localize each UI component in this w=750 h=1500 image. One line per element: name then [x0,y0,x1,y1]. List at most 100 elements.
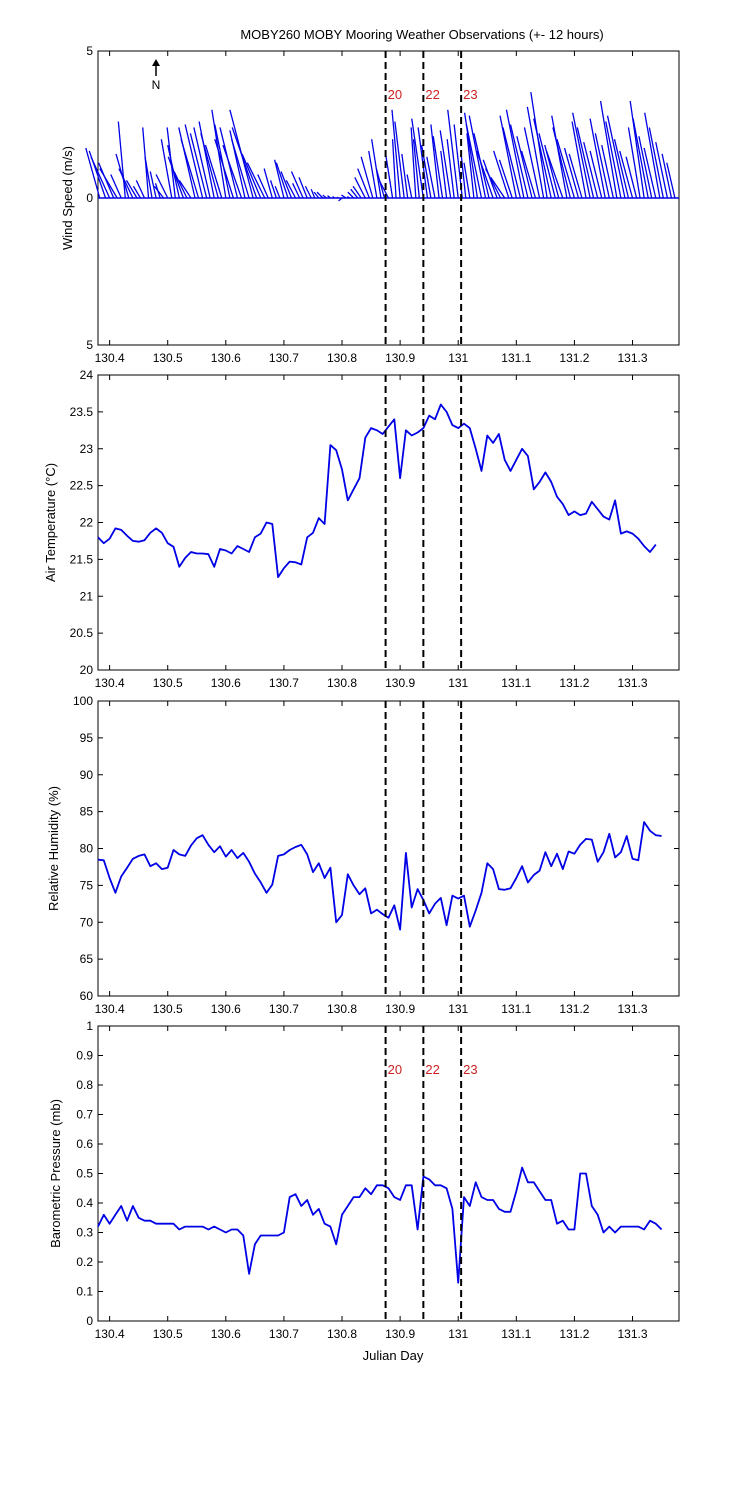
wind-stick [410,127,417,199]
y-tick-label: 5 [86,338,93,352]
wind-stick [231,127,258,199]
wind-stick [167,156,185,199]
wind-stick [118,168,134,199]
wind-stick [447,109,459,199]
event-marker-label: 20 [388,87,402,102]
wind-stick [505,109,525,199]
wind-stick [338,197,343,202]
event-marker-label: 22 [425,87,439,102]
x-tick-label: 130.8 [327,1002,357,1016]
y-axis-label: Barometric Pressure (mb) [48,1099,63,1248]
y-tick-label: 100 [73,694,93,708]
wind-stick [257,174,269,199]
wind-stick [155,174,169,199]
wind-stick [336,196,339,199]
wind-stick [440,150,448,199]
x-tick-label: 131.2 [559,1002,589,1016]
wind-stick [184,124,204,199]
wind-stick [189,133,208,199]
x-tick-label: 130.5 [153,351,183,365]
wind-stick [552,127,571,199]
event-marker-label: 23 [463,87,477,102]
wind-stick [231,139,250,199]
x-tick-label: 130.6 [211,1002,241,1016]
y-tick-label: 80 [80,842,94,856]
x-tick-label: 130.7 [269,351,299,365]
wind-stick [391,139,397,199]
y-tick-label: 0 [86,191,93,205]
wind-stick [502,127,522,199]
wind-stick [316,191,324,199]
y-tick-label: 0.3 [76,1226,93,1240]
y-tick-label: 23 [80,442,94,456]
wind-stick [322,194,327,199]
x-tick-label: 131 [448,1327,468,1341]
y-tick-label: 20 [80,663,94,677]
x-axis-label: Julian Day [363,1348,424,1363]
wind-stick [432,136,444,199]
x-tick-label: 130.8 [327,676,357,690]
x-tick-label: 131.3 [618,1327,648,1341]
x-tick-label: 131.1 [501,351,531,365]
north-arrowhead-icon [152,59,160,66]
x-tick-label: 130.6 [211,351,241,365]
wind-stick [627,127,641,199]
wind-stick [352,185,362,199]
data-series-line [97,1166,663,1284]
data-series-line [97,403,657,578]
wind-stick [222,144,243,199]
wind-stick [357,168,370,199]
wind-stick [85,147,101,199]
wind-stick [605,121,622,199]
wind-stick [274,186,281,199]
panel-barometric-pressure: Barometric Pressure (mb) 130.4 130.5 130.6 1… [48,1019,680,1341]
wind-stick [173,171,188,199]
y-tick-label: 65 [80,952,94,966]
wind-stick [263,168,273,199]
wind-stick [498,159,513,199]
wind-stick [563,147,580,199]
wind-stick [346,195,350,199]
y-tick-label: 0.1 [76,1285,93,1299]
wind-stick [406,174,413,199]
y-axis-label: Relative Humidity (%) [46,786,61,911]
wind-stick [484,168,502,199]
y-tick-label: 24 [80,368,94,382]
wind-stick [304,185,312,199]
x-tick-label: 131.1 [501,1327,531,1341]
wind-stick [269,180,277,199]
wind-stick [619,150,634,199]
x-tick-label: 131 [448,1002,468,1016]
wind-stick [135,180,146,199]
wind-stick [426,156,436,199]
y-tick-label: 0.4 [76,1196,93,1210]
x-tick-label: 131.1 [501,676,531,690]
x-tick-label: 130.8 [327,1327,357,1341]
event-marker-label: 23 [463,1062,477,1077]
wind-stick [180,139,200,199]
x-tick-label: 131.3 [618,1002,648,1016]
wind-stick [466,133,475,199]
wind-stick [350,188,359,199]
wind-stick [661,153,673,199]
wind-stick [493,150,510,199]
y-tick-label: 21 [80,589,94,603]
wind-stick [290,171,304,199]
wind-stick [571,121,587,199]
wind-stick [599,100,618,199]
wind-stick [394,121,405,199]
wind-stick [354,177,366,199]
wind-stick [499,115,517,199]
wind-stick [178,180,192,199]
wind-stick [341,194,347,199]
x-tick-label: 131.3 [618,676,648,690]
x-tick-label: 131.1 [501,1002,531,1016]
x-tick-label: 131 [448,676,468,690]
y-tick-label: 22.5 [70,479,94,493]
wind-stick [144,156,153,199]
wind-stick [551,115,568,199]
wind-stick [292,183,301,199]
wind-stick [632,118,649,199]
wind-stick [476,150,494,199]
